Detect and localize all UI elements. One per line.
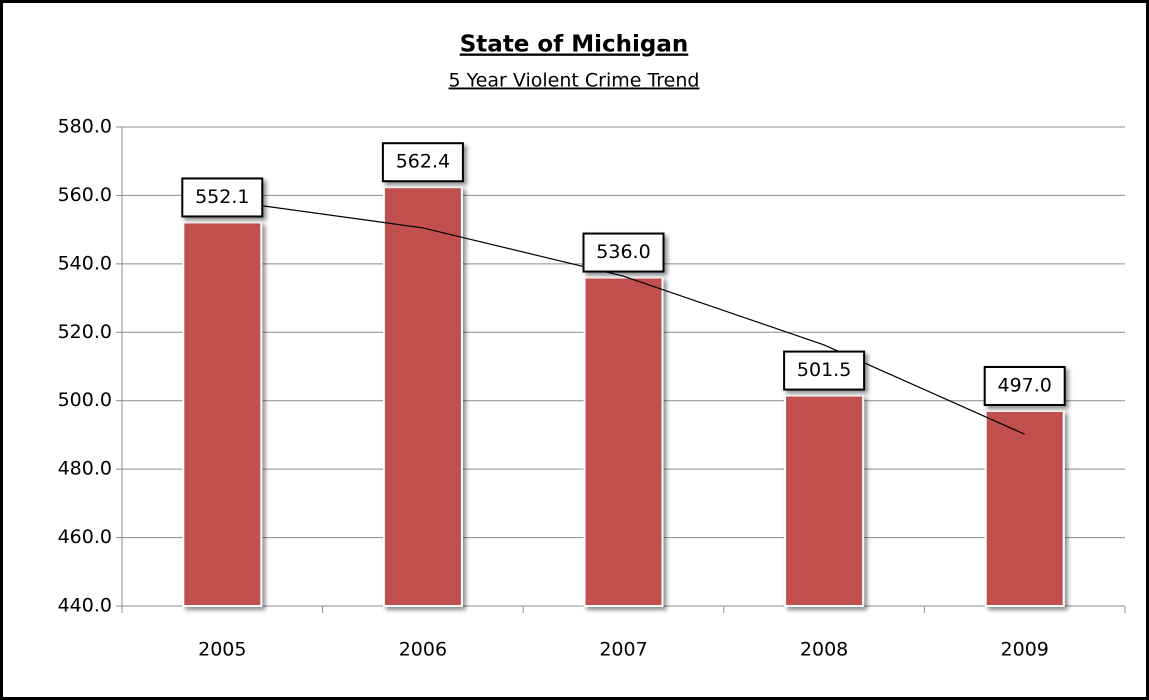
data-label: 552.1	[195, 186, 249, 208]
x-tick-label: 2009	[1001, 639, 1049, 661]
x-tick-label: 2005	[198, 639, 246, 661]
y-tick-label: 440.0	[58, 595, 112, 617]
data-label-box	[783, 350, 866, 391]
trendline	[222, 199, 1025, 435]
data-label: 536.0	[596, 241, 650, 263]
bar	[583, 276, 664, 607]
data-label-box	[181, 177, 264, 218]
bar	[382, 186, 463, 608]
chart-title: State of Michigan	[460, 32, 689, 58]
bar	[784, 394, 865, 608]
y-tick-label: 480.0	[58, 458, 112, 480]
data-label-box	[381, 142, 464, 183]
data-label-box	[582, 232, 665, 273]
bar	[984, 409, 1065, 607]
x-tick-label: 2007	[599, 639, 647, 661]
data-label: 562.4	[396, 151, 450, 173]
data-label: 497.0	[997, 374, 1051, 396]
x-tick-label: 2008	[800, 639, 848, 661]
data-label: 501.5	[797, 359, 851, 381]
chart-subtitle: 5 Year Violent Crime Trend	[449, 70, 700, 92]
bar	[182, 221, 263, 607]
y-tick-label: 460.0	[58, 526, 112, 548]
y-tick-label: 500.0	[58, 389, 112, 411]
y-tick-label: 540.0	[58, 252, 112, 274]
y-tick-label: 520.0	[58, 321, 112, 343]
y-tick-label: 560.0	[58, 184, 112, 206]
y-tick-label: 580.0	[58, 116, 112, 138]
data-label-box	[983, 365, 1066, 406]
x-tick-label: 2006	[399, 639, 447, 661]
